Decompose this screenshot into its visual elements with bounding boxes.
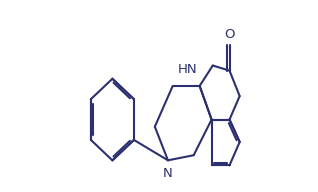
Text: O: O — [224, 28, 235, 41]
Text: HN: HN — [177, 63, 197, 76]
Text: N: N — [163, 167, 173, 180]
